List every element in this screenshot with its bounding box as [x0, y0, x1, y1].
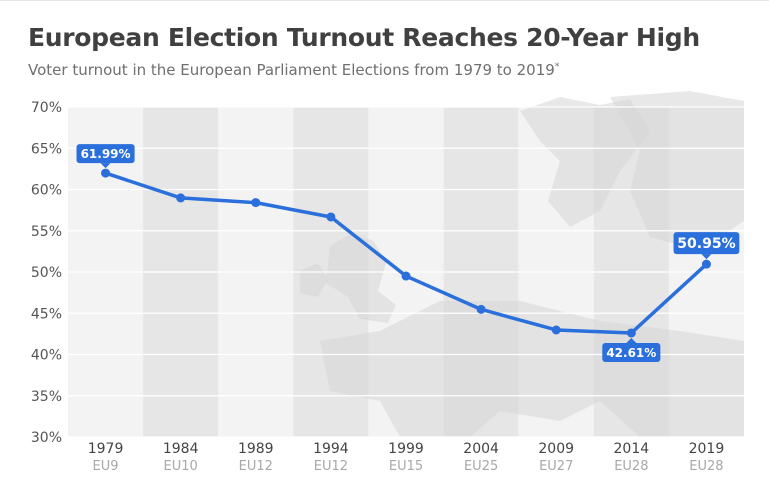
y-tick-label: 35%	[31, 389, 62, 405]
data-label-pointer	[100, 163, 111, 169]
y-tick-label: 65%	[31, 141, 62, 157]
data-label-text: 61.99%	[81, 147, 131, 161]
x-sub-label: EU9	[93, 459, 119, 474]
y-tick-label: 50%	[31, 265, 62, 281]
data-point	[476, 304, 486, 314]
y-tick-label: 60%	[31, 183, 62, 199]
y-tick-label: 45%	[31, 306, 62, 322]
x-tick-label: 1999	[388, 441, 424, 457]
data-point	[626, 328, 636, 338]
map-landmass	[320, 301, 744, 437]
chart-subtitle: Voter turnout in the European Parliament…	[28, 61, 559, 79]
data-point	[551, 325, 561, 335]
data-label-pointer	[626, 337, 637, 343]
x-tick-label: 2019	[689, 441, 725, 457]
data-label: 50.95%	[673, 232, 740, 260]
y-tick-label: 55%	[31, 224, 62, 240]
data-label-text: 42.61%	[606, 346, 656, 360]
chart-subtitle-text: Voter turnout in the European Parliament…	[28, 61, 555, 79]
subtitle-footnote-mark: *	[554, 62, 560, 72]
x-sub-label: EU28	[689, 459, 723, 474]
data-point	[101, 168, 111, 178]
data-point	[176, 193, 186, 203]
x-sub-label: EU10	[164, 459, 198, 474]
y-tick-label: 70%	[31, 100, 62, 116]
data-label: 42.61%	[602, 337, 661, 362]
series-turnout	[101, 168, 711, 338]
x-tick-label: 1979	[88, 441, 124, 457]
map-landmass	[610, 91, 744, 251]
x-sub-label: EU15	[389, 459, 423, 474]
data-labels: 61.99% 42.61% 50.95%	[76, 144, 740, 362]
x-sub-label: EU25	[464, 459, 498, 474]
x-tick-label: 1984	[163, 441, 199, 457]
x-sub-label: EU12	[314, 459, 348, 474]
data-label: 61.99%	[76, 144, 135, 169]
x-tick-label: 2009	[538, 441, 574, 457]
data-point	[401, 271, 411, 281]
data-point	[701, 259, 711, 269]
data-label-text: 50.95%	[677, 236, 735, 252]
europe-map-watermark	[300, 91, 744, 437]
y-axis: 30% 35% 40% 45% 50% 55% 60% 65% 70%	[31, 100, 62, 446]
x-tick-label: 2014	[614, 441, 650, 457]
data-point	[326, 212, 336, 222]
x-tick-label: 1989	[238, 441, 274, 457]
data-label-box	[602, 342, 661, 362]
x-tick-label: 2004	[463, 441, 499, 457]
data-label-pointer	[701, 254, 712, 260]
x-sub-label: EU27	[539, 459, 573, 474]
data-label-box	[673, 232, 740, 255]
x-sub-label: EU12	[239, 459, 273, 474]
x-sub-label: EU28	[614, 459, 648, 474]
x-axis: 1979 EU9 1984 EU10 1989 EU12 1994 EU12 1999 EU15 2…	[88, 441, 725, 474]
grid-lines	[68, 106, 744, 438]
data-label-box	[76, 144, 135, 164]
y-tick-label: 40%	[31, 348, 62, 364]
data-point	[251, 198, 261, 208]
map-landmass	[520, 97, 650, 227]
x-tick-label: 1994	[313, 441, 349, 457]
chart-title: European Election Turnout Reaches 20-Yea…	[28, 23, 700, 52]
y-tick-label: 30%	[31, 430, 62, 446]
